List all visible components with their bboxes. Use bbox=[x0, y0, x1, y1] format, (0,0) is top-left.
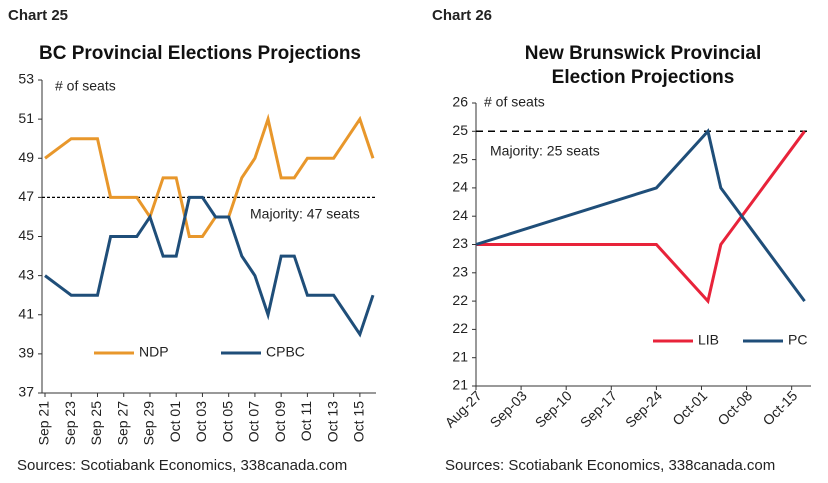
legend-label: PC bbox=[788, 332, 807, 348]
y-tick-label: 51 bbox=[18, 110, 34, 126]
y-tick-label: 37 bbox=[18, 384, 34, 400]
series-line bbox=[476, 130, 806, 305]
y-tick-label: 25 bbox=[452, 150, 468, 166]
y-tick-label: 45 bbox=[18, 227, 34, 243]
y-tick-label: 22 bbox=[452, 320, 468, 336]
y-tick-label: 24 bbox=[452, 179, 468, 195]
y-tick-label: 39 bbox=[18, 345, 34, 361]
y-tick-label: 22 bbox=[452, 292, 468, 308]
chart-label: Chart 25 bbox=[8, 7, 68, 24]
x-tick-label: Sep-10 bbox=[532, 387, 575, 430]
y-axis-label: # of seats bbox=[484, 94, 545, 110]
chart-label: Chart 26 bbox=[432, 7, 492, 24]
x-tick-label: Oct 13 bbox=[324, 401, 340, 442]
legend-label: NDP bbox=[139, 344, 169, 360]
x-tick-label: Sep 23 bbox=[62, 401, 78, 446]
chart-title: New Brunswick Provincial Election Projec… bbox=[524, 43, 762, 88]
majority-label: Majority: 25 seats bbox=[490, 143, 600, 159]
x-tick-label: Oct 01 bbox=[167, 401, 183, 442]
y-tick-label: 41 bbox=[18, 305, 34, 321]
y-tick-label: 26 bbox=[452, 94, 468, 110]
x-tick-label: Sep 29 bbox=[141, 401, 157, 446]
majority-label: Majority: 47 seats bbox=[250, 206, 360, 222]
chart-title: BC Provincial Elections Projections bbox=[38, 43, 362, 64]
y-axis-label: # of seats bbox=[55, 78, 116, 94]
y-tick-label: 21 bbox=[452, 348, 468, 364]
y-tick-label: 25 bbox=[452, 122, 468, 138]
series-line bbox=[44, 113, 375, 238]
x-tick-label: Oct 07 bbox=[246, 401, 262, 442]
y-tick-label: 53 bbox=[18, 71, 34, 87]
x-tick-label: Oct-01 bbox=[669, 387, 710, 428]
legend-label: CPBC bbox=[266, 344, 305, 360]
y-tick-label: 43 bbox=[18, 266, 34, 282]
x-tick-label: Oct 09 bbox=[272, 401, 288, 442]
x-tick-label: Sep-24 bbox=[622, 387, 665, 430]
y-tick-label: 23 bbox=[452, 264, 468, 280]
y-tick-label: 47 bbox=[18, 188, 34, 204]
x-tick-label: Oct 05 bbox=[219, 401, 235, 442]
x-tick-label: Oct-08 bbox=[714, 387, 755, 428]
x-tick-label: Sep 27 bbox=[114, 401, 130, 446]
x-tick-label: Oct-15 bbox=[759, 387, 800, 428]
x-tick-label: Aug-27 bbox=[441, 387, 484, 430]
source: Sources: Scotiabank Economics, 338canada… bbox=[17, 457, 347, 474]
y-tick-label: 24 bbox=[452, 207, 468, 223]
x-tick-label: Sep 21 bbox=[36, 401, 52, 446]
source: Sources: Scotiabank Economics, 338canada… bbox=[445, 457, 775, 474]
x-tick-label: Sep 25 bbox=[88, 401, 104, 446]
x-tick-label: Oct 15 bbox=[351, 401, 367, 442]
y-tick-label: 21 bbox=[452, 377, 468, 393]
x-tick-label: Sep-03 bbox=[487, 387, 530, 430]
x-tick-label: Oct 11 bbox=[298, 401, 314, 441]
series-line bbox=[44, 195, 375, 338]
legend-label: LIB bbox=[698, 332, 719, 348]
y-tick-label: 23 bbox=[452, 235, 468, 251]
y-tick-label: 49 bbox=[18, 149, 34, 165]
x-tick-label: Oct 03 bbox=[193, 401, 209, 442]
x-tick-label: Sep-17 bbox=[577, 387, 620, 430]
series-line bbox=[475, 128, 806, 302]
